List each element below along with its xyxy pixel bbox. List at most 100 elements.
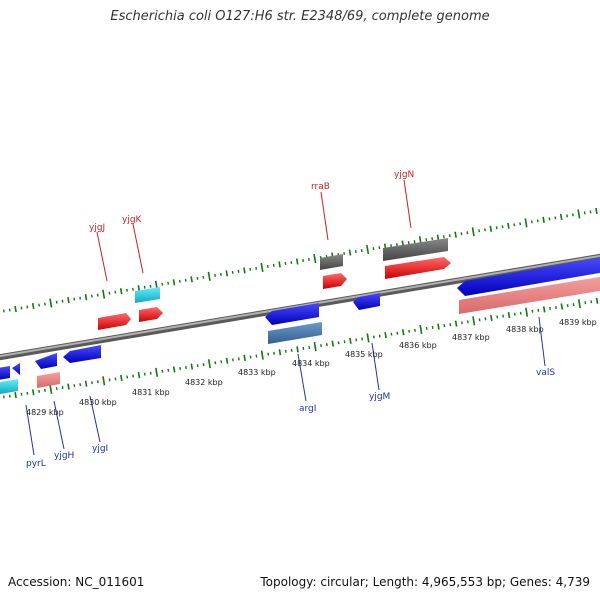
tick-mark [120,374,123,382]
map-title: Escherichia coli O127:H6 str. E2348/69, … [110,9,490,24]
feature-cyan-2 [0,379,18,394]
axis-label: 4839 kbp [559,318,597,327]
tick-mark [507,222,510,229]
tick-mark [137,372,141,379]
tick-mark [243,354,246,362]
tick-mark [84,380,88,387]
tick-mark [67,383,70,390]
feature-blue-valS [457,257,600,296]
tick-mark [419,324,423,334]
axis-label: 4832 kbp [185,378,223,387]
tick-mark [295,258,299,265]
tick-mark [155,367,159,377]
tick-mark [471,227,475,237]
tick-mark [14,392,17,399]
kbp-axis-labels: 4829 kbp 4830 kbp 4831 kbp 4832 kbp 4833… [26,318,597,417]
tick-mark [454,320,458,327]
tick-mark [67,297,70,304]
tick-mark [102,289,106,299]
tick-mark [577,299,581,309]
axis-label: 4830 kbp [79,398,117,407]
tick-mark [172,366,176,373]
tick-mark [313,341,317,352]
feature-grey-rraB [320,254,343,270]
tick-mark [489,225,493,232]
gene-label-valS: valS [536,368,555,378]
tick-mark [278,261,281,268]
axis-label: 4836 kbp [399,341,437,350]
tick-mark [331,340,335,347]
tick-mark [207,271,211,281]
axis-label: 4829 kbp [26,408,64,417]
tick-mark [102,376,106,386]
axis-label: 4831 kbp [132,388,170,397]
tick-mark [278,349,282,356]
tick-mark [490,314,493,322]
tick-mark [401,329,405,336]
feature-steel-argI [268,322,322,344]
reverse-features [0,257,600,394]
tick-mark [437,323,440,330]
feature-blue-yjgI [63,345,101,363]
top-tick-track [2,207,598,313]
accession-text: Accession: NC_011601 [8,575,145,589]
tick-mark [454,231,457,238]
gene-label-yjgJ: yjgJ [89,223,105,233]
genome-summary-text: Topology: circular; Length: 4,965,553 bp… [260,575,590,589]
tick-mark [31,389,35,396]
feature-cyan-1 [135,287,160,303]
tick-mark [595,207,598,215]
gene-label-yjgN: yjgN [394,170,414,180]
feature-grey-yjgN [383,238,448,261]
feature-blue-yjgM [353,293,380,310]
feature-pink-yjgH [37,372,60,388]
gene-label-yjgK: yjgK [122,215,143,225]
tick-mark [472,316,476,326]
label-leaders [25,179,546,456]
tick-mark [31,302,35,310]
tick-mark [49,384,53,394]
tick-mark [190,363,194,370]
axis-label: 4835 kbp [345,350,383,359]
tick-mark [137,285,141,292]
tick-mark [260,350,264,360]
feature-red-yjgJ [98,313,131,330]
tick-mark [225,357,229,364]
tick-mark [577,209,581,219]
tick-mark [190,276,193,283]
gene-label-argI: argI [299,404,316,414]
gene-label-yjgH: yjgH [54,451,74,461]
tick-mark [14,305,17,313]
gene-label-yjgI: yjgI [92,444,108,454]
tick-mark [559,213,563,220]
gene-label-yjgM: yjgM [369,392,390,402]
axis-label: 4838 kbp [506,325,544,334]
tick-mark [296,346,299,353]
tick-mark [507,312,511,319]
tick-mark [172,279,176,286]
tick-mark [560,303,564,310]
tick-mark [366,333,370,343]
tick-mark [243,267,246,274]
tick-mark [595,297,599,304]
feature-blue-small [12,363,20,375]
feature-blue-pyrL [0,366,10,380]
feature-blue-argI [265,303,319,325]
feature-red-yjgK [139,307,163,322]
tick-mark [84,294,88,301]
tick-mark [49,298,53,308]
tick-mark [524,218,528,228]
tick-mark [225,270,229,277]
feature-red-yjgN [385,257,451,279]
gene-labels: yjgJ yjgK rraB yjgN pyrL yjgH yjgI argI … [26,170,555,469]
bottom-tick-track [2,297,599,399]
tick-mark [260,262,264,272]
tick-mark [349,337,352,344]
tick-mark [525,307,529,317]
axis-label: 4837 kbp [452,333,490,342]
gene-label-rraB: rraB [311,182,330,192]
tick-mark [542,216,545,223]
axis-label: 4834 kbp [292,359,330,368]
tick-mark [348,249,352,256]
